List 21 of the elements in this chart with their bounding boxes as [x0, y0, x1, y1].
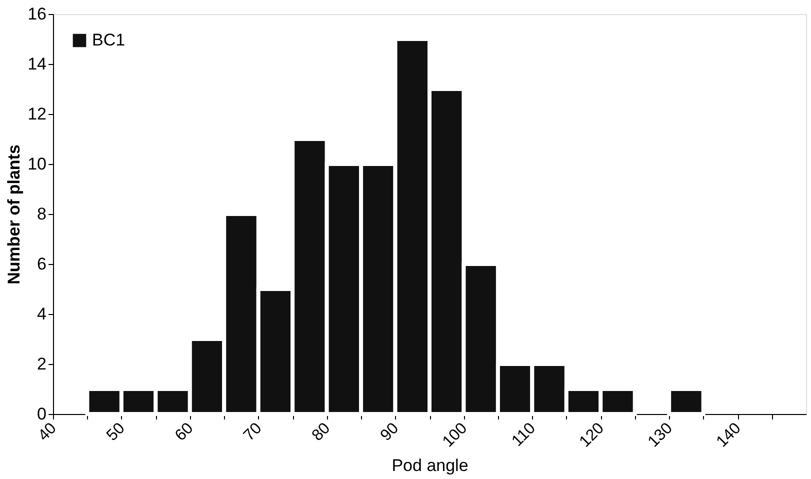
x-tick-label: 120: [576, 420, 608, 451]
x-tick-label: 50: [104, 420, 128, 444]
x-tick-label: 140: [714, 420, 744, 451]
x-axis-title: Pod angle: [392, 456, 468, 476]
y-tick-label: 4: [37, 304, 46, 324]
x-tick-label: 80: [309, 420, 334, 444]
y-tick-label: 8: [37, 204, 46, 224]
x-tick-label: 110: [508, 420, 540, 450]
y-axis-title: Number of plants: [4, 144, 24, 284]
y-tick-label: 6: [37, 254, 46, 274]
y-tick-label: 14: [28, 54, 46, 74]
x-tick-label: 70: [240, 420, 266, 444]
y-tick-label: 10: [28, 154, 46, 174]
y-tick-label: 12: [28, 104, 46, 124]
y-tick-label: 16: [28, 4, 46, 24]
x-tick-label: 60: [172, 420, 197, 444]
legend-label: BC1: [92, 30, 126, 50]
x-tick-label: 100: [440, 420, 471, 451]
x-tick-label: 130: [645, 420, 676, 451]
y-tick-label: 2: [37, 354, 46, 374]
x-tick-label: 90: [378, 420, 402, 444]
